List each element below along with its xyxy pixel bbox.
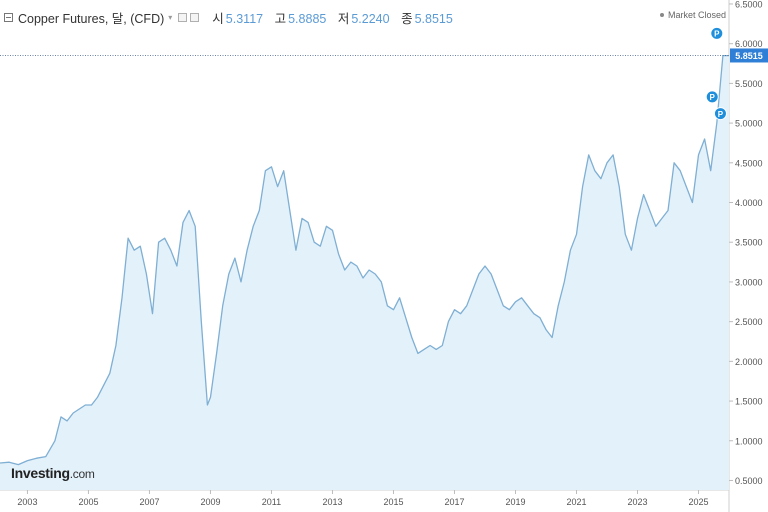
investing-logo: Investing.com <box>11 465 95 481</box>
x-tick-label: 2009 <box>200 497 220 507</box>
y-tick-label: 2.0000 <box>735 357 763 367</box>
x-tick-label: 2017 <box>444 497 464 507</box>
y-tick-label: 6.5000 <box>735 0 763 9</box>
y-tick-label: 6.0000 <box>735 39 763 49</box>
ohlc-low-value: 5.2240 <box>351 11 390 26</box>
ohlc-low-label: 저 <box>337 11 350 26</box>
ohlc-high-value: 5.8885 <box>288 11 327 26</box>
x-tick-label: 2007 <box>139 497 159 507</box>
y-tick-label: 4.5000 <box>735 158 763 168</box>
x-tick-label: 2023 <box>627 497 647 507</box>
x-tick-label: 2015 <box>383 497 403 507</box>
y-tick-label: 1.0000 <box>735 436 763 446</box>
y-tick-label: 1.5000 <box>735 397 763 407</box>
x-tick-label: 2019 <box>505 497 525 507</box>
chart-header: Copper Futures, 달, (CFD) ▾ 시 5.3117 고 5.88… <box>4 8 453 26</box>
p-marker[interactable] <box>713 107 727 121</box>
y-tick-label: 5.0000 <box>735 119 763 129</box>
x-tick-label: 2003 <box>17 497 37 507</box>
last-price-tag <box>730 48 768 63</box>
p-marker[interactable] <box>710 26 724 40</box>
y-tick-label: 0.5000 <box>735 476 763 486</box>
last-price-label: 5.8515 <box>735 51 763 61</box>
logo-brand: Investing <box>11 465 70 481</box>
y-tick-label: 3.5000 <box>735 238 763 248</box>
p-marker[interactable] <box>705 90 719 104</box>
ohlc-high-label: 고 <box>274 11 287 26</box>
market-status-text: Market Closed <box>667 10 726 20</box>
x-tick-label: 2025 <box>688 497 708 507</box>
x-tick-label: 2013 <box>322 497 342 507</box>
ohlc-readout: 시 5.3117 고 5.8885 저 5.2240 종 5.8515 <box>206 8 453 27</box>
ohlc-open-value: 5.3117 <box>225 11 264 26</box>
logo-suffix: .com <box>69 467 95 481</box>
y-tick-label: 5.5000 <box>735 79 763 89</box>
p-marker-label: P <box>710 93 716 102</box>
x-tick-label: 2021 <box>566 497 586 507</box>
price-area <box>0 55 729 490</box>
settings-icon[interactable] <box>178 12 188 22</box>
y-tick-label: 3.0000 <box>735 277 763 287</box>
y-tick-label: 4.0000 <box>735 198 763 208</box>
hide-icon[interactable] <box>190 12 200 22</box>
chevron-down-icon[interactable]: ▾ <box>168 12 173 22</box>
x-tick-label: 2005 <box>78 497 98 507</box>
ohlc-close-value: 5.8515 <box>414 11 453 26</box>
x-tick-label: 2011 <box>262 497 281 507</box>
market-status: Market Closed <box>659 10 726 20</box>
p-marker-label: P <box>714 30 720 39</box>
status-dot-icon <box>659 13 664 17</box>
y-tick-label: 2.5000 <box>735 317 763 327</box>
price-line[interactable] <box>0 54 729 466</box>
ohlc-close-label: 종 <box>401 11 413 26</box>
collapse-icon[interactable] <box>4 12 13 22</box>
p-marker-label: P <box>718 110 724 119</box>
ohlc-open-label: 시 <box>212 11 224 26</box>
chart-title: Copper Futures, 달, (CFD) <box>18 11 165 26</box>
